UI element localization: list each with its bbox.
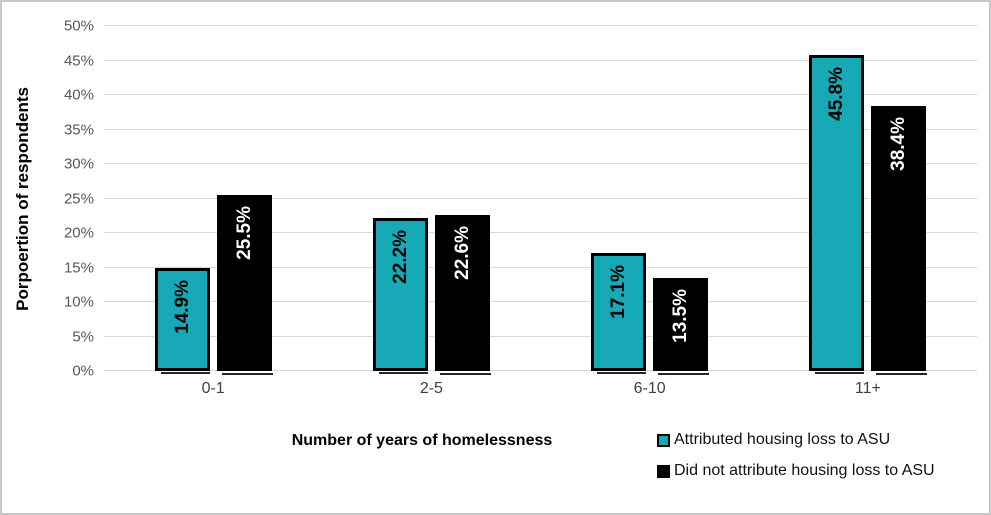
bar-series2-11+: 38.4% <box>871 106 928 375</box>
bar-series1-11+: 45.8% <box>809 54 865 375</box>
bar-value-label: 22.2% <box>389 229 411 284</box>
gridline <box>104 94 977 95</box>
legend-item-2: Did not attribute housing loss to ASU <box>657 462 935 480</box>
category-label-11+: 11+ <box>854 380 881 397</box>
gridline <box>104 25 977 26</box>
bar-group-6-10: 17.1% 13.5% <box>541 26 759 376</box>
bar-value-label: 14.9% <box>171 280 193 335</box>
bar-value-label: 38.4% <box>888 117 910 171</box>
y-axis-ticks: 0% 5% 10% 15% 20% 25% 30% 35% 40% 45% 50% <box>28 18 94 380</box>
gridline <box>104 266 977 268</box>
gridline <box>104 59 977 61</box>
bar-value-label: 17.1% <box>608 265 630 319</box>
y-tick-label: 45% <box>63 52 94 69</box>
bar-group-11+: 45.8% 38.4% <box>759 26 977 375</box>
bar-series1-2-5: 22.2% <box>372 217 428 375</box>
y-tick-label: 30% <box>63 155 94 173</box>
y-tick-label: 0% <box>72 362 94 380</box>
legend-swatch-icon <box>657 433 670 447</box>
plot-area: 14.9% 25.5% 22.2% 22.6% 17.1% 13.5% 45.8% 38.4% <box>104 25 977 376</box>
gridline <box>104 232 977 233</box>
y-tick-label: 15% <box>63 259 94 276</box>
category-label-2-5: 2-5 <box>419 380 443 397</box>
legend-swatch-icon <box>657 464 670 478</box>
y-tick-label: 20% <box>63 224 94 242</box>
legend-label: Attributed housing loss to ASU <box>674 431 891 448</box>
gridline <box>104 197 977 199</box>
x-axis-category-labels: 0-1 2-5 6-10 11+ <box>104 380 977 398</box>
bar-series1-0-1: 14.9% <box>154 268 210 374</box>
bar-series2-6-10: 13.5% <box>653 277 710 376</box>
bar-series2-2-5: 22.6% <box>434 215 491 375</box>
y-tick-label: 5% <box>72 328 94 345</box>
y-tick-label: 35% <box>63 121 94 138</box>
y-tick-label: 40% <box>63 86 94 104</box>
legend-label: Did not attribute housing loss to ASU <box>674 462 935 479</box>
x-axis-title: Number of years of homelessness <box>291 432 553 449</box>
legend: Attributed housing loss to ASU Did not at… <box>657 431 935 480</box>
y-tick-label: 10% <box>63 293 94 311</box>
y-tick-label: 50% <box>63 17 94 35</box>
bar-value-label: 13.5% <box>670 288 692 343</box>
bar-value-label: 25.5% <box>233 206 255 260</box>
y-tick-label: 25% <box>63 190 94 207</box>
gridline <box>104 128 977 130</box>
bar-group-0-1: 14.9% 25.5% <box>104 26 322 375</box>
bar-value-label: 45.8% <box>826 66 848 121</box>
gridline <box>104 335 977 337</box>
gridline <box>104 163 977 164</box>
bar-series2-0-1: 25.5% <box>216 195 273 375</box>
bar-series1-6-10: 17.1% <box>591 253 647 374</box>
gridline <box>104 301 977 302</box>
category-label-0-1: 0-1 <box>201 380 225 397</box>
bar-group-2-5: 22.2% 22.6% <box>322 26 540 375</box>
bar-value-label: 22.6% <box>451 226 473 280</box>
category-label-6-10: 6-10 <box>633 380 666 397</box>
legend-item-1: Attributed housing loss to ASU <box>657 431 935 449</box>
gridline <box>104 370 977 371</box>
